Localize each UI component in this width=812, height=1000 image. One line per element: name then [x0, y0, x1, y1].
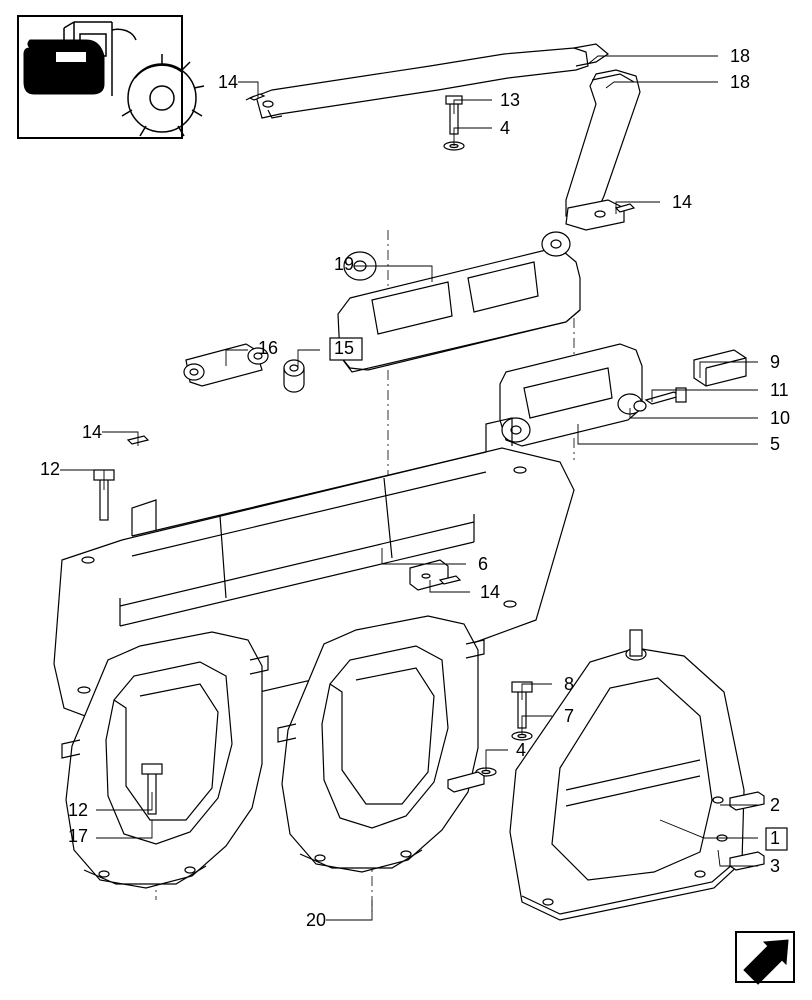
- callout-12b: 12: [68, 800, 88, 820]
- callout-2: 2: [770, 795, 780, 815]
- callout-7: 7: [564, 706, 574, 726]
- leader-10: [630, 408, 758, 418]
- svg-text:4: 4: [500, 118, 510, 138]
- callout-10: 10: [770, 408, 790, 428]
- svg-text:10: 10: [770, 408, 790, 428]
- svg-text:2: 2: [770, 795, 780, 815]
- callout-14d: 14: [480, 582, 500, 602]
- leader-18: [588, 56, 718, 64]
- nav-next-button[interactable]: [736, 932, 794, 984]
- callout-18: 18: [730, 46, 750, 66]
- part-1-a-frame: [448, 630, 764, 920]
- callout-9: 9: [770, 352, 780, 372]
- svg-text:13: 13: [500, 90, 520, 110]
- part-10-washer: [634, 401, 646, 411]
- svg-text:15: 15: [334, 338, 354, 358]
- leader-4b: [486, 750, 508, 770]
- callout-16: 16: [258, 338, 278, 358]
- part-15-bushing: [284, 360, 304, 392]
- svg-text:12: 12: [68, 800, 88, 820]
- svg-text:16: 16: [258, 338, 278, 358]
- svg-text:6: 6: [478, 554, 488, 574]
- svg-text:5: 5: [770, 434, 780, 454]
- callout-8: 8: [564, 674, 574, 694]
- part-19-upper-bracket: [338, 232, 580, 372]
- callout-14c: 14: [82, 422, 102, 442]
- callout-4: 4: [500, 118, 510, 138]
- svg-text:1: 1: [770, 828, 780, 848]
- callout-19: 19: [334, 254, 354, 274]
- part-18-handle-bars: [246, 44, 640, 230]
- svg-text:14: 14: [82, 422, 102, 442]
- callout-3: 3: [770, 856, 780, 876]
- svg-text:14: 14: [218, 72, 238, 92]
- callout-20: 20: [306, 910, 326, 930]
- callout-1: 1: [766, 828, 787, 850]
- svg-text:20: 20: [306, 910, 326, 930]
- part-9-block: [694, 350, 746, 386]
- callout-4b: 4: [516, 740, 526, 760]
- callout-11: 11: [770, 380, 789, 400]
- callout-15: 15: [330, 338, 362, 360]
- leader-5: [578, 424, 758, 444]
- callout-12: 12: [40, 459, 60, 479]
- svg-text:19: 19: [334, 254, 354, 274]
- callout-13: 13: [500, 90, 520, 110]
- svg-text:18: 18: [730, 46, 750, 66]
- svg-text:12: 12: [40, 459, 60, 479]
- callout-5: 5: [770, 434, 780, 454]
- context-thumbnail: [18, 16, 204, 138]
- svg-text:14: 14: [672, 192, 692, 212]
- svg-text:11: 11: [770, 380, 789, 400]
- callout-6: 6: [478, 554, 488, 574]
- svg-text:7: 7: [564, 706, 574, 726]
- svg-text:9: 9: [770, 352, 780, 372]
- svg-text:3: 3: [770, 856, 780, 876]
- leader-20: [326, 900, 372, 920]
- parts-diagram: 1234456789101112121314141414151617181819…: [0, 0, 812, 1000]
- svg-text:14: 14: [480, 582, 500, 602]
- callout-14b: 14: [672, 192, 692, 212]
- svg-text:17: 17: [68, 826, 88, 846]
- svg-text:4: 4: [516, 740, 526, 760]
- svg-text:18: 18: [730, 72, 750, 92]
- part-5-lock-bracket: [500, 344, 746, 446]
- callout-17: 17: [68, 826, 88, 846]
- svg-text:8: 8: [564, 674, 574, 694]
- callout-14: 14: [218, 72, 238, 92]
- callout-18b: 18: [730, 72, 750, 92]
